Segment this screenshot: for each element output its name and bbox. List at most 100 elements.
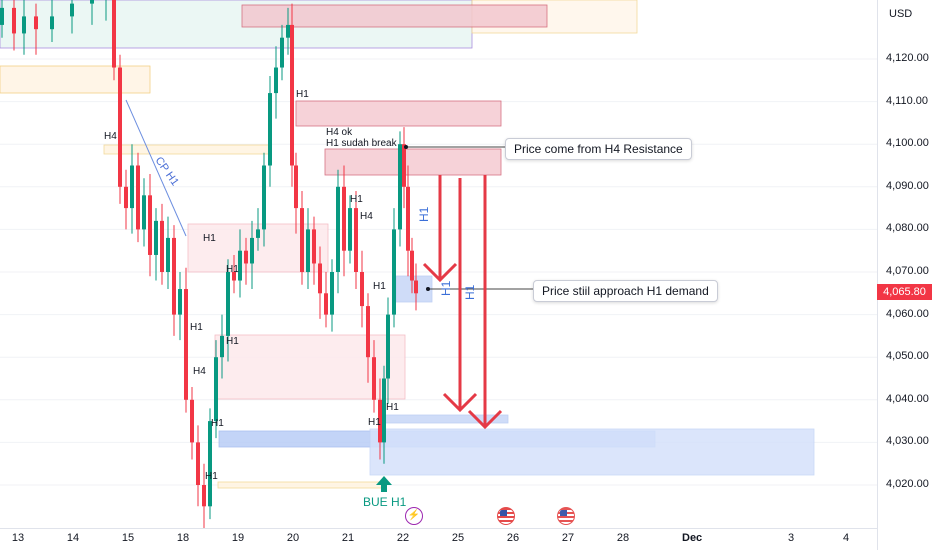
note-anchor xyxy=(404,145,408,149)
timeframe-label: H1 xyxy=(368,417,381,428)
candle xyxy=(172,237,176,315)
timeframe-label: H4 xyxy=(193,366,206,377)
timeframe-label: H1 xyxy=(211,418,224,429)
candle xyxy=(318,263,322,294)
candle xyxy=(238,250,242,281)
zone-box xyxy=(241,4,548,28)
timeframe-label: H1 xyxy=(373,281,386,292)
timeframe-label: H4 xyxy=(104,131,117,142)
candle xyxy=(294,165,298,209)
timeframe-label: H1 xyxy=(350,194,363,205)
buy-arrow-stem xyxy=(381,484,387,492)
candle xyxy=(244,250,248,264)
time-axis[interactable] xyxy=(0,528,877,551)
date-tick-label: 13 xyxy=(11,532,25,544)
candle xyxy=(386,314,390,379)
candle xyxy=(118,67,122,187)
zone-box xyxy=(324,148,502,176)
date-tick-label: 21 xyxy=(341,532,355,544)
zone-box xyxy=(103,144,270,155)
candle xyxy=(136,165,140,230)
candle xyxy=(336,186,340,272)
candle xyxy=(178,289,182,315)
candle xyxy=(142,195,146,230)
us-flag-icon[interactable] xyxy=(557,507,575,525)
date-tick-label: 14 xyxy=(66,532,80,544)
candle xyxy=(202,485,206,507)
date-tick-label: 28 xyxy=(616,532,630,544)
h1-rotated-label: H1 xyxy=(439,280,453,296)
down-arrow-head xyxy=(467,409,503,430)
zone-box xyxy=(0,65,151,94)
date-tick-label: 26 xyxy=(506,532,520,544)
date-tick-label: 19 xyxy=(231,532,245,544)
zone-box xyxy=(214,334,406,400)
candle xyxy=(0,7,4,25)
date-tick-label: 22 xyxy=(396,532,410,544)
candle xyxy=(268,93,272,166)
candle xyxy=(154,220,158,255)
date-tick-label: Dec xyxy=(682,532,703,544)
currency-label: USD xyxy=(889,8,913,20)
candle xyxy=(232,272,236,281)
h1-rotated-label: H1 xyxy=(417,206,431,222)
candle xyxy=(392,229,396,315)
timeframe-label: H1 xyxy=(203,233,216,244)
candle xyxy=(290,24,294,166)
candle xyxy=(274,67,278,94)
candle xyxy=(130,165,134,209)
candle xyxy=(208,421,212,507)
candle xyxy=(220,335,224,358)
timeframe-label: H1 xyxy=(226,336,239,347)
candle xyxy=(250,237,254,264)
timeframe-label: H1 xyxy=(190,322,203,333)
date-tick-label: 27 xyxy=(561,532,575,544)
price-axis[interactable]: 4,120.00 4,110.00 4,100.00 4,090.00 4,080.00… xyxy=(877,0,932,550)
price-tick-label: 4,100.00 xyxy=(886,137,929,150)
candle xyxy=(50,16,54,30)
timeframe-label: H1 xyxy=(386,402,399,413)
us-flag-icon[interactable] xyxy=(497,507,515,525)
h1-demand-note[interactable]: Price stiil approach H1 demand xyxy=(533,280,718,302)
candle xyxy=(226,272,230,336)
h4-resistance-note[interactable]: Price come from H4 Resistance xyxy=(505,138,692,160)
candle xyxy=(166,237,170,272)
candle xyxy=(34,16,38,30)
last-price-tag: 4,065.80 xyxy=(877,284,932,300)
zone-box xyxy=(295,100,502,127)
candle xyxy=(12,7,16,34)
price-tick-label: 4,070.00 xyxy=(886,265,929,277)
price-tick-label: 4,030.00 xyxy=(886,435,929,448)
candle xyxy=(214,357,218,422)
price-tick-label: 4,120.00 xyxy=(886,52,929,64)
candle xyxy=(354,208,358,272)
timeframe-label: H4 xyxy=(360,211,373,222)
candle xyxy=(280,37,284,68)
candle xyxy=(382,378,386,443)
note-anchor xyxy=(426,287,430,291)
zone-box xyxy=(217,481,384,489)
lightning-event-icon[interactable]: ⚡ xyxy=(405,507,423,525)
price-tick-label: 4,090.00 xyxy=(886,179,929,192)
candle xyxy=(402,144,406,187)
date-tick-label: 15 xyxy=(121,532,135,544)
candle xyxy=(414,280,418,294)
candle xyxy=(124,186,128,209)
candle xyxy=(148,195,152,255)
candle xyxy=(262,165,266,230)
candle xyxy=(286,24,290,38)
cp-h1-trendline xyxy=(125,99,187,237)
candle xyxy=(306,229,310,272)
candle xyxy=(342,186,346,251)
candle xyxy=(160,220,164,272)
date-tick-label: 25 xyxy=(451,532,465,544)
candle xyxy=(184,289,188,400)
candle xyxy=(70,3,74,17)
candle xyxy=(112,0,116,68)
candle xyxy=(324,293,328,315)
candle xyxy=(190,399,194,443)
h1-rotated-label: H1 xyxy=(463,284,477,300)
candle xyxy=(410,250,414,281)
candle xyxy=(372,357,376,400)
